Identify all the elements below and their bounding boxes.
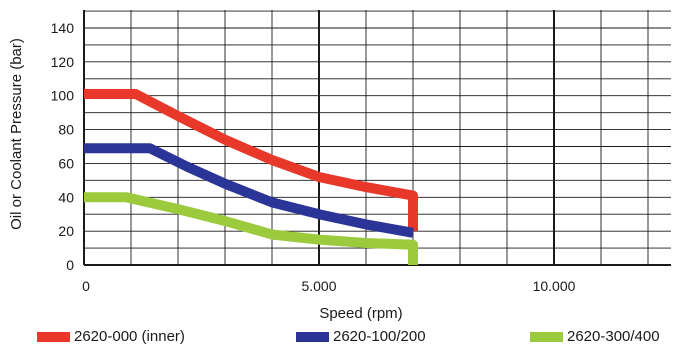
- x-tick-label: 0: [82, 278, 90, 294]
- y-axis-tick-labels: 0 20 40 60 80 100 120 140: [51, 20, 75, 273]
- y-tick-label: 140: [51, 20, 75, 36]
- legend-swatch: [37, 331, 70, 342]
- y-tick-label: 40: [58, 189, 74, 205]
- series-lines: [84, 89, 418, 265]
- legend-label: 2620-000 (inner): [74, 328, 185, 345]
- series-line-3: [84, 192, 418, 265]
- x-tick-label: 10.000: [533, 278, 576, 294]
- legend-item: 2620-300/400: [530, 328, 660, 345]
- legend-swatch: [530, 331, 563, 342]
- legend-swatch: [296, 331, 329, 342]
- x-tick-label: 5.000: [301, 278, 336, 294]
- y-tick-label: 0: [66, 257, 74, 273]
- x-axis-tick-labels: 0 5.000 10.000: [82, 278, 576, 294]
- legend-item: 2620-000 (inner): [37, 328, 185, 345]
- y-axis-label: Oil or Coolant Pressure (bar): [8, 38, 25, 230]
- y-tick-label: 20: [58, 223, 74, 239]
- y-tick-label: 120: [51, 54, 75, 70]
- y-tick-label: 100: [51, 88, 75, 104]
- y-tick-label: 80: [58, 122, 74, 138]
- x-axis-label: Speed (rpm): [319, 305, 402, 322]
- legend-label: 2620-100/200: [333, 328, 426, 345]
- series-line-2: [84, 143, 414, 238]
- legend-item: 2620-100/200: [296, 328, 426, 345]
- y-tick-label: 60: [58, 155, 74, 171]
- legend-label: 2620-300/400: [567, 328, 660, 345]
- series-line-1: [84, 89, 418, 232]
